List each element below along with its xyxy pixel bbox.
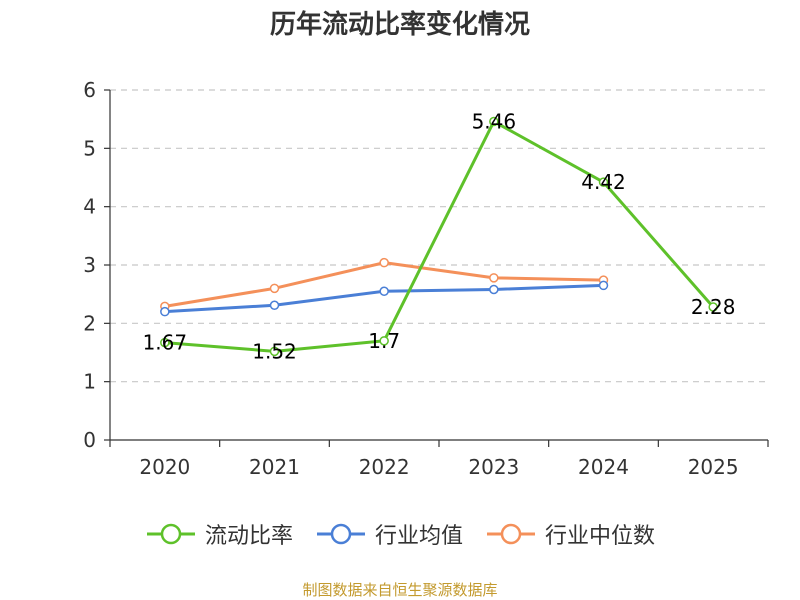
x-tick-label: 2022 [359,455,410,479]
legend-label: 流动比率 [204,524,293,549]
data-point [598,280,609,291]
data-point [489,273,499,283]
x-tick-label: 2020 [139,455,190,479]
data-label: 1.7 [368,329,400,353]
data-point [708,302,718,312]
legend-line-icon [316,523,365,545]
data-point [489,284,499,295]
legend-item[interactable]: 行业中位数 [485,518,655,550]
series-line [164,120,715,353]
source-note: 制图数据来自恒生聚源数据库 [302,581,498,599]
legend-label: 行业均值 [374,524,463,549]
x-tick-label: 2023 [468,455,519,479]
series-line [164,261,604,308]
legend-line-icon [487,523,535,545]
legend-line-icon [146,523,195,545]
y-tick-label: 5 [83,136,96,160]
legend: 流动比率 行业均值 行业中位数 [0,518,800,550]
y-tick-label: 2 [83,311,96,335]
x-tick-label: 2025 [688,455,739,479]
data-point [160,306,170,317]
data-point [379,257,389,268]
y-tick-label: 6 [83,78,96,102]
data-point [160,337,170,348]
y-tick-label: 0 [83,428,96,452]
data-point [269,300,280,310]
x-tick-label: 2021 [249,455,300,479]
data-point [379,286,389,296]
data-point [598,177,609,187]
data-point [379,336,389,346]
data-point [489,116,499,127]
data-label: 1.52 [252,339,297,363]
x-tick-label: 2024 [578,455,629,479]
y-tick-label: 4 [83,195,96,219]
data-label: 1.67 [143,331,188,355]
data-label: 5.46 [472,110,517,134]
data-label: 4.42 [581,170,626,194]
data-point [269,283,280,294]
chart-title: 历年流动比率变化情况 [269,10,530,40]
legend-item[interactable]: 行业均值 [315,518,463,550]
legend-item[interactable]: 流动比率 [145,518,293,550]
data-point [269,346,280,357]
y-tick-label: 3 [83,253,96,277]
y-tick-label: 1 [83,370,96,394]
legend-label: 行业中位数 [545,524,656,549]
data-label: 2.28 [691,295,736,319]
